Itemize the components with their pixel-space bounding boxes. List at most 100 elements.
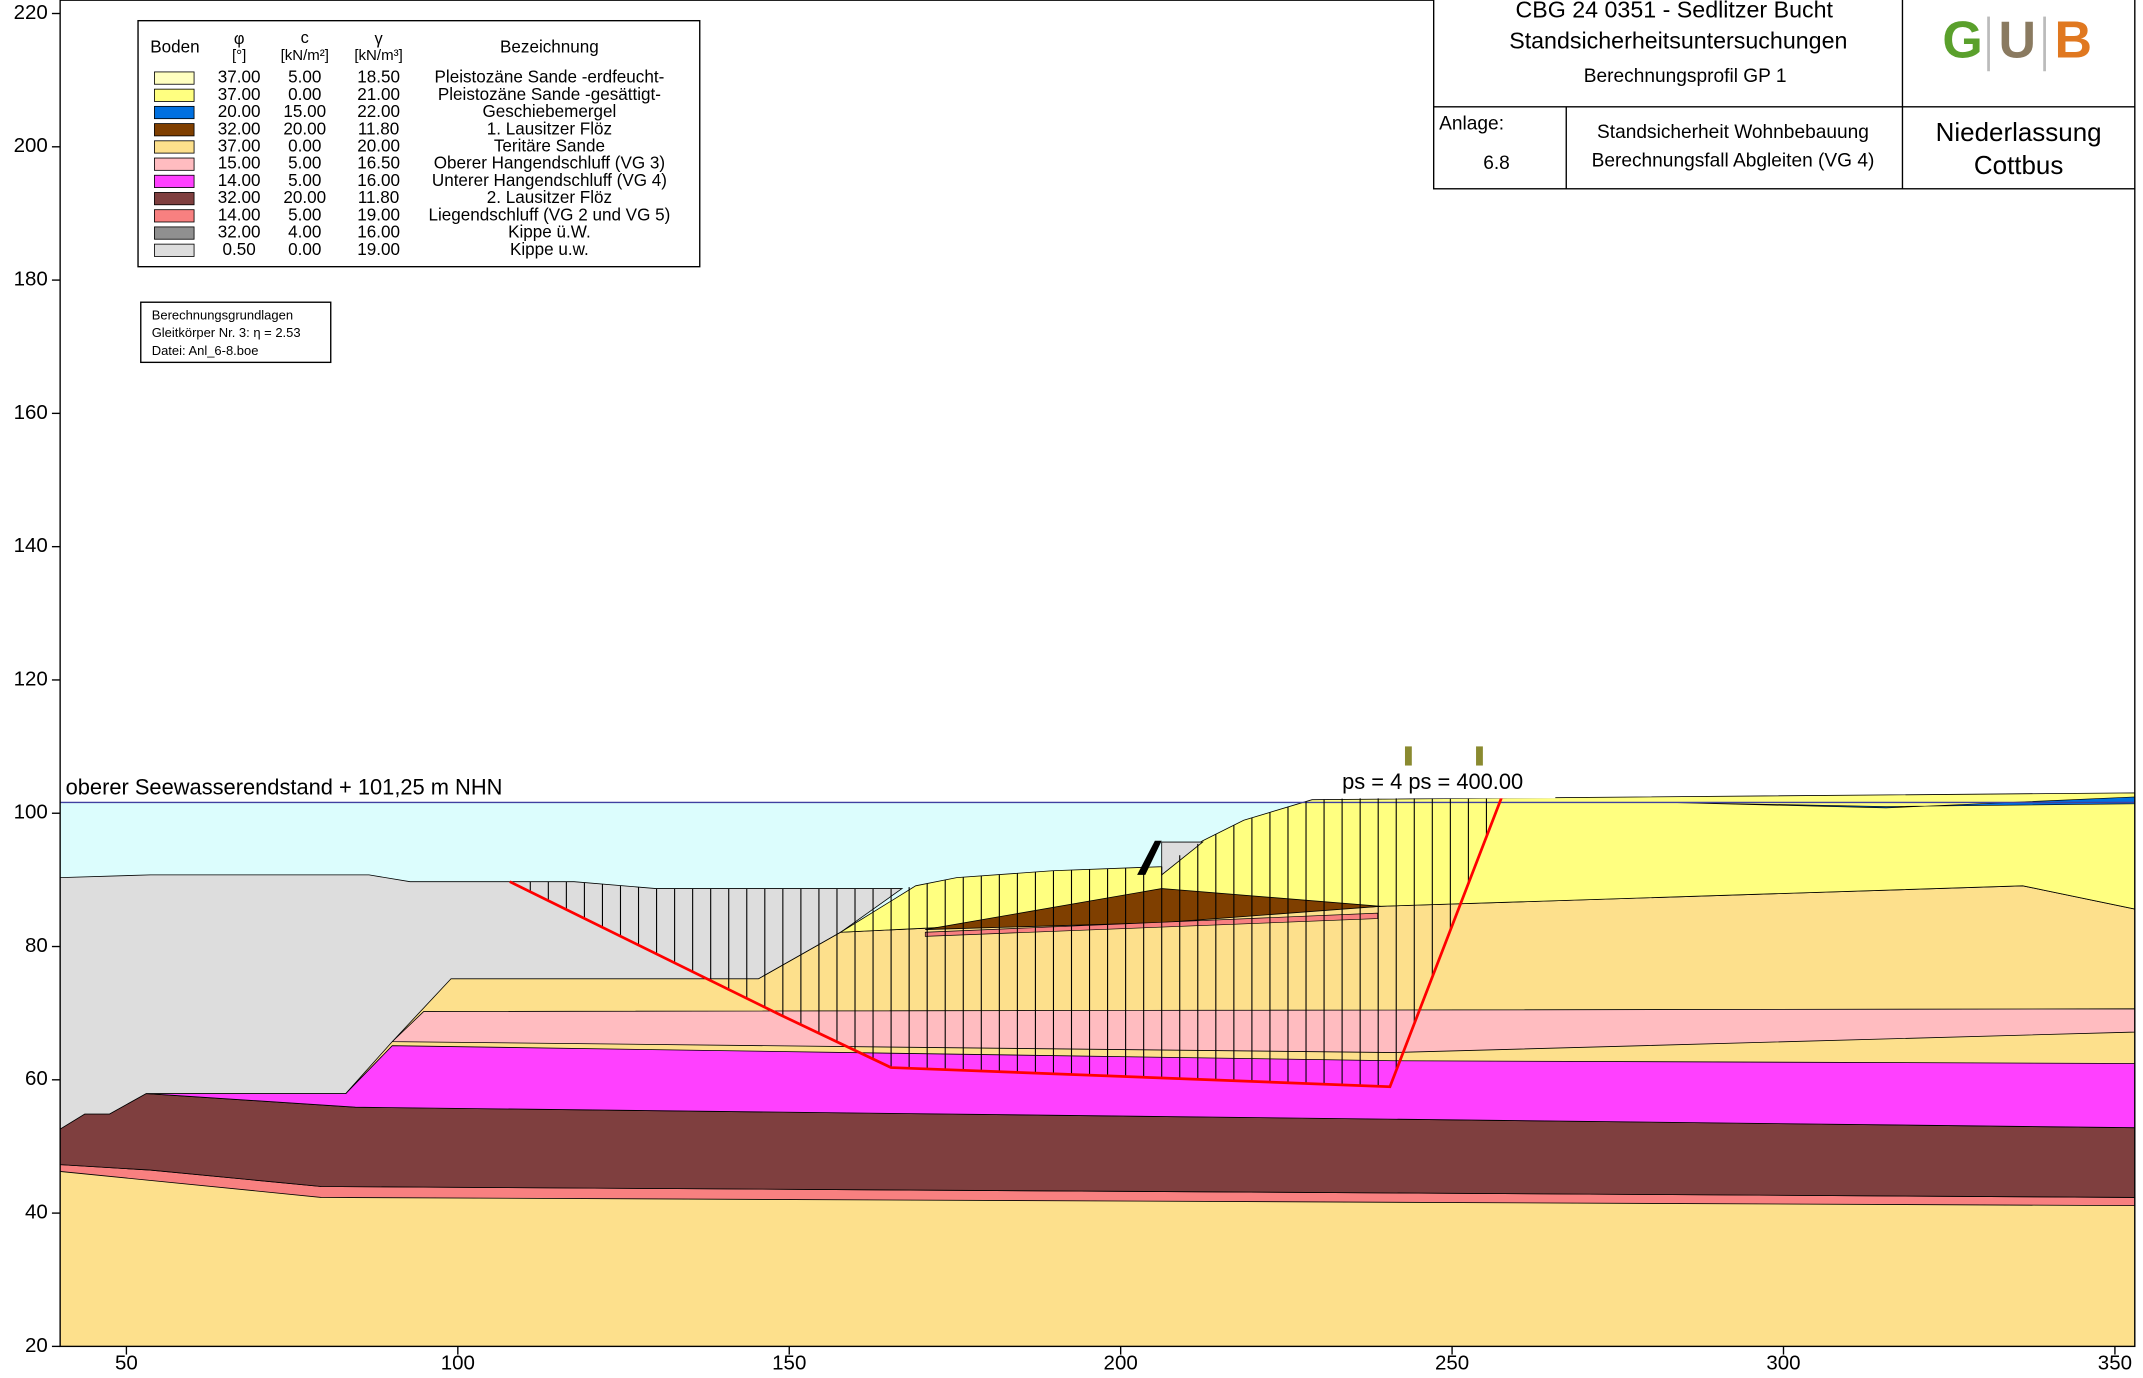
legend-swatch (154, 192, 195, 206)
legend-name: Pleistozäne Sande -erdfeucht- (435, 68, 665, 87)
legend-name: Teritäre Sande (494, 136, 605, 155)
legend-gamma: 11.80 (358, 188, 399, 207)
legend-gamma: 16.00 (357, 223, 400, 242)
legend-gamma: 21.00 (357, 85, 400, 104)
legend-swatch (154, 226, 195, 240)
logo-g: G (1942, 12, 1982, 70)
legend-c: 5.00 (288, 154, 321, 173)
legend-c: 0.00 (288, 240, 321, 259)
y-tick-label: 60 (25, 1067, 48, 1090)
office: Niederlassung (1936, 117, 2102, 147)
y-tick-label: 80 (25, 934, 48, 957)
legend-header: [kN/m³] (354, 47, 402, 64)
wedge (1137, 840, 1162, 875)
legend-gamma: 16.00 (357, 171, 400, 190)
water-label: oberer Seewasserendstand + 101,25 m NHN (66, 775, 503, 800)
load-label: ps = 4 ps = 400.00 (1342, 769, 1523, 794)
unterer-hangendschluff (146, 1045, 2136, 1129)
legend-header: c (301, 29, 309, 47)
annex-label: Anlage: (1439, 114, 1504, 135)
y-tick-label: 120 (14, 667, 48, 690)
legend-name: Kippe ü.W. (508, 223, 591, 242)
legend-c: 4.00 (288, 223, 321, 242)
legend-phi: 32.00 (218, 188, 261, 207)
legend-gamma: 18.50 (357, 68, 400, 87)
x-tick-label: 350 (2098, 1352, 2132, 1375)
legend-phi: 14.00 (218, 171, 261, 190)
floez-1 (925, 888, 1381, 930)
office: Cottbus (1974, 150, 2063, 180)
legend-phi: 37.00 (218, 68, 261, 87)
legend-header: γ (374, 30, 383, 48)
legend-header: φ (234, 30, 245, 48)
legend-swatch (154, 209, 195, 223)
legend-gamma: 11.80 (358, 119, 399, 138)
x-tick-label: 100 (441, 1352, 475, 1375)
legend-header: Bezeichnung (500, 38, 599, 57)
title-block: CBG 24 0351 - Sedlitzer Bucht Standsiche… (1432, 0, 2136, 190)
axis-ticks: 50 100 150 200 250 300 350 20 40 60 80 100 120 140 160… (14, 1, 2132, 1375)
project: CBG 24 0351 - Sedlitzer Bucht (1515, 0, 1833, 22)
legend-swatch (154, 123, 195, 137)
legend-gamma: 20.00 (357, 136, 400, 155)
logo-b: B (2055, 12, 2092, 70)
case: Standsicherheit Wohnbebauung (1597, 122, 1869, 143)
y-tick-label: 180 (14, 268, 48, 291)
slip-surface (509, 792, 1505, 1089)
y-tick-label: 20 (25, 1334, 48, 1357)
legend-phi: 32.00 (218, 119, 261, 138)
legend-name: Unterer Hangendschluff (VG 4) (432, 171, 667, 190)
legend-c: 0.00 (288, 85, 321, 104)
legend-name: Oberer Hangendschluff (VG 3) (434, 154, 665, 173)
legend-c: 20.00 (283, 119, 326, 138)
x-tick-label: 200 (1104, 1352, 1138, 1375)
x-tick-label: 300 (1766, 1352, 1800, 1375)
load-marker (1404, 746, 1412, 766)
legend-swatch (154, 157, 195, 171)
legend-gamma: 22.00 (357, 102, 400, 121)
legend-header: [kN/m²] (281, 47, 329, 64)
y-tick-label: 160 (14, 401, 48, 424)
legend-swatch (154, 105, 195, 120)
legend-phi: 0.50 (223, 240, 256, 259)
profile: Berechnungsprofil GP 1 (1584, 66, 1787, 87)
legend-gamma: 16.50 (357, 154, 400, 173)
legend-name: Liegendschluff (VG 2 und VG 5) (429, 205, 671, 224)
legend-c: 20.00 (283, 188, 326, 207)
soil-layers (59, 746, 2136, 1347)
legend-phi: 15.00 (218, 154, 261, 173)
legend-swatch (154, 140, 195, 154)
legend-name: 2. Lausitzer Flöz (487, 188, 612, 207)
x-tick-label: 50 (115, 1352, 138, 1375)
load-marker (1476, 746, 1483, 766)
y-tick-label: 200 (14, 134, 48, 157)
x-tick-label: 250 (1435, 1352, 1469, 1375)
legend-gamma: 19.00 (357, 240, 400, 259)
legend: Boden φ [°] c [kN/m²] γ [kN/m³] Bezeichn… (137, 19, 701, 268)
info-line: Gleitkörper Nr. 3: η = 2.53 (152, 325, 301, 340)
legend-header: Boden (150, 38, 199, 57)
legend-phi: 14.00 (218, 205, 261, 224)
slices (529, 793, 1487, 1087)
legend-gamma: 19.00 (357, 205, 400, 224)
x-tick-label: 150 (772, 1352, 806, 1375)
info-line: Datei: Anl_6-8.boe (152, 343, 259, 358)
legend-swatch (154, 243, 195, 257)
legend-swatch (154, 71, 195, 85)
plot-frame (59, 0, 2136, 1348)
legend-name: Pleistozäne Sande -gesättigt- (438, 85, 661, 104)
info-box: Berechnungsgrundlagen Gleitkörper Nr. 3:… (140, 301, 332, 364)
legend-phi: 32.00 (218, 223, 261, 242)
y-tick-label: 100 (14, 801, 48, 824)
legend-phi: 20.00 (218, 102, 261, 121)
legend-c: 15.00 (283, 102, 326, 121)
title-frame (1432, 0, 2136, 190)
legend-name: Kippe u.w. (510, 240, 589, 259)
y-tick-label: 40 (25, 1201, 48, 1224)
legend-rows: 37.00 5.00 18.50 Pleistozäne Sande -erdfeuc… (154, 68, 670, 259)
load-label-bg (1336, 768, 1556, 799)
annex: 6.8 (1483, 153, 1510, 174)
case: Berechnungsfall Abgleiten (VG 4) (1592, 150, 1875, 171)
y-tick-label: 140 (14, 534, 48, 557)
